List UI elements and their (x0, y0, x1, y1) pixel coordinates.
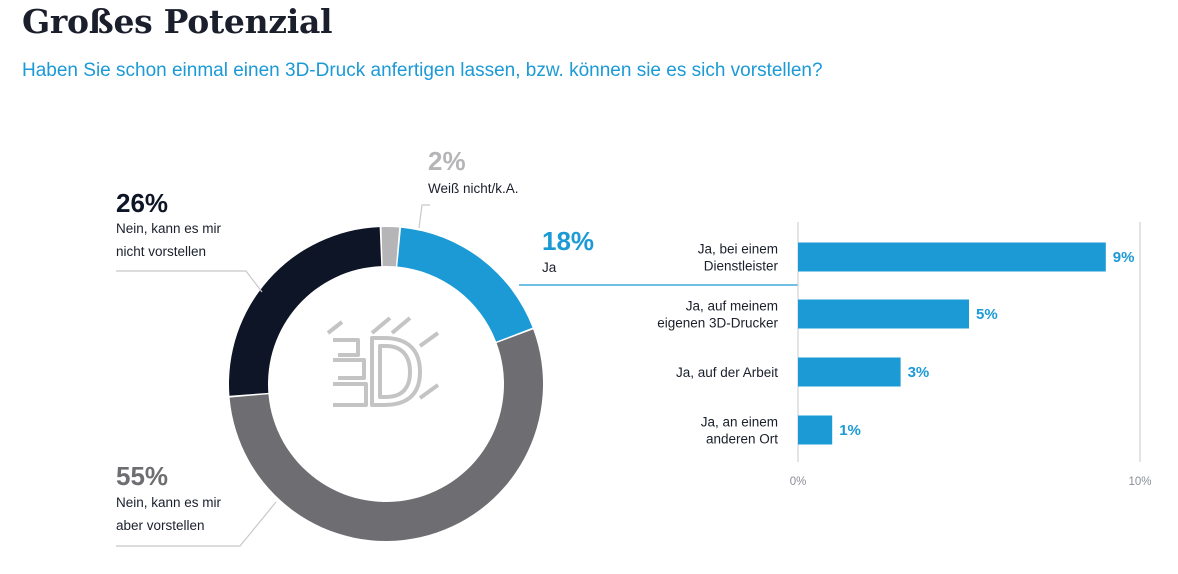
x-tick-0: 0% (790, 476, 807, 488)
3d-logo-icon (326, 316, 440, 407)
donut-label-2: 2% Weiß nicht/k.A. (428, 146, 519, 196)
bar-value-label-2: 3% (908, 364, 930, 381)
bar-category-label-2-0: Ja, auf der Arbeit (676, 365, 778, 380)
bar-1 (798, 299, 969, 329)
bar-value-label-1: 5% (976, 306, 998, 323)
leader-55 (116, 501, 277, 547)
x-tick-10: 10% (1128, 476, 1151, 488)
bar-category-label-1-1: eigenen 3D-Drucker (657, 316, 778, 331)
label-2-line1: Weiß nicht/k.A. (428, 181, 519, 196)
bar-3 (798, 415, 833, 445)
pct-55: 55% (116, 461, 168, 491)
bar-value-label-0: 9% (1113, 249, 1135, 266)
bar-category-label-0-0: Ja, bei einem (698, 242, 778, 257)
label-26-line1: Nein, kann es mir (116, 221, 222, 236)
label-26-line2: nicht vorstellen (116, 244, 206, 259)
pct-26: 26% (116, 188, 168, 218)
bar-2 (798, 357, 901, 387)
bar-category-label-1-0: Ja, auf meinem (686, 299, 778, 314)
label-18-line1: Ja (542, 260, 557, 275)
donut-leaders (116, 204, 430, 547)
pct-2: 2% (428, 146, 466, 176)
leader-26 (116, 270, 263, 293)
donut-label-55: 55% Nein, kann es mir aber vorstellen (116, 461, 222, 533)
bar-category-label-3-1: anderen Ort (706, 432, 778, 447)
donut-label-26: 26% Nein, kann es mir nicht vorstellen (116, 188, 222, 259)
donut-slice-0 (397, 227, 533, 342)
donut-slice-3 (381, 227, 400, 267)
chart-subtitle: Haben Sie schon einmal einen 3D-Druck an… (22, 60, 823, 81)
donut-slice-2 (229, 227, 382, 396)
bar-value-label-3: 1% (839, 422, 861, 439)
bar-0 (798, 242, 1106, 272)
bar-chart: 9% Ja, bei einem Dienstleister 5% Ja, auf me… (657, 222, 1141, 462)
bar-category-label-3-0: Ja, an einem (701, 415, 778, 430)
label-55-line1: Nein, kann es mir (116, 495, 222, 510)
donut-label-18: 18% Ja (542, 226, 594, 275)
donut-chart (229, 227, 543, 542)
pct-18: 18% (542, 226, 594, 256)
label-55-line2: aber vorstellen (116, 518, 205, 533)
leader-2 (418, 204, 430, 229)
bar-category-label-0-1: Dienstleister (704, 259, 779, 274)
donut-slice-1 (229, 329, 543, 542)
chart-title: Großes Potenzial (22, 2, 333, 41)
